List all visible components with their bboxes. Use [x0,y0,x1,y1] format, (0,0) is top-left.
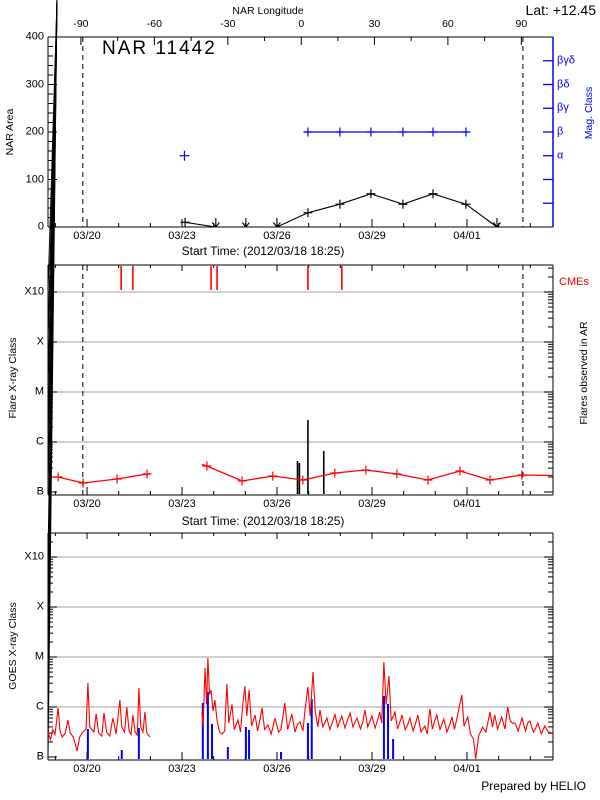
longitude-tick-label: 30 [368,18,381,30]
nar-area-series [185,193,498,228]
flare-class-tick-label: M [34,385,44,398]
goes-class-tick-label: C [36,700,44,713]
longitude-axis-title: NAR Longitude [232,5,304,17]
goes-class-tick-label: M [34,650,44,663]
down-arrow-marker [245,222,250,228]
flare-level-series [201,463,554,482]
active-region-title: NAR 11442 [102,38,217,59]
goes-axis-label: GOES X-ray Class [6,602,19,690]
latitude-label: Lat: +12.45 [525,2,596,18]
date-tick-label: 04/01 [453,762,481,775]
flare-class-axis-label: Flare X-ray Class [6,337,19,419]
goes-class-tick-label: X [36,600,44,613]
date-tick-label: 03/23 [168,497,196,510]
flares-observed-axis-label: Flares observed in AR [577,321,590,425]
goes-class-tick-label: X10 [24,550,44,563]
mag-class-tick-label: βγ [557,101,569,114]
longitude-tick-label: -30 [220,18,236,30]
mag-class-axis-label: Mag. Class [582,86,595,140]
longitude-tick-label: -60 [146,18,162,30]
down-arrow-marker [493,222,498,228]
date-tick-label: 03/29 [358,229,386,242]
goes-flux-series [201,657,554,760]
down-arrow-marker [272,222,278,228]
area-tick-label: 0 [37,220,44,233]
longitude-tick-label: 60 [442,18,454,30]
date-tick-label: 03/26 [263,497,291,510]
date-tick-label: 04/01 [453,229,481,242]
goes-flux-series [47,682,151,752]
date-tick-label: 03/23 [168,229,196,242]
area-tick-label: 400 [25,30,44,43]
down-arrow-marker [215,222,220,228]
flare-class-tick-label: X10 [24,285,44,298]
start-time-label-2: Start Time: (2012/03/18 18:25) [181,514,345,528]
date-tick-label: 03/20 [73,229,101,242]
nar-area-axis-label: NAR Area [3,108,16,156]
prepared-by-label: Prepared by HELIO [481,779,586,793]
flare-class-tick-label: C [36,435,44,448]
down-arrow-marker [241,222,247,228]
down-arrow-marker [496,222,501,228]
longitude-tick-label: 0 [298,18,305,30]
date-tick-label: 03/29 [358,762,386,775]
date-tick-label: 03/20 [73,497,101,510]
area-tick-label: 200 [25,125,44,138]
mag-class-tick-label: α [557,149,564,162]
cmes-label: CMEs [559,276,589,288]
down-arrow-marker [211,222,217,228]
date-tick-label: 03/29 [358,497,386,510]
date-tick-label: 03/20 [73,762,101,775]
down-arrow-marker [276,222,281,228]
date-tick-label: 03/26 [263,229,291,242]
area-tick-label: 300 [25,78,44,90]
start-time-label-1: Start Time: (2012/03/18 18:25) [181,244,345,258]
date-tick-label: 04/01 [453,497,481,510]
flare-level-series [48,472,151,484]
longitude-tick-label: -90 [73,18,89,30]
longitude-tick-label: 90 [515,18,528,30]
date-tick-label: 03/26 [263,762,291,775]
mag-class-tick-label: βδ [557,78,570,90]
area-tick-label: 100 [25,173,44,185]
date-tick-label: 03/23 [168,762,196,775]
mag-class-tick-label: βγδ [557,54,575,67]
mag-class-tick-label: β [557,125,564,138]
flare-class-tick-label: B [36,485,44,498]
goes-class-tick-label: B [36,750,44,763]
flare-class-tick-label: X [36,335,44,348]
